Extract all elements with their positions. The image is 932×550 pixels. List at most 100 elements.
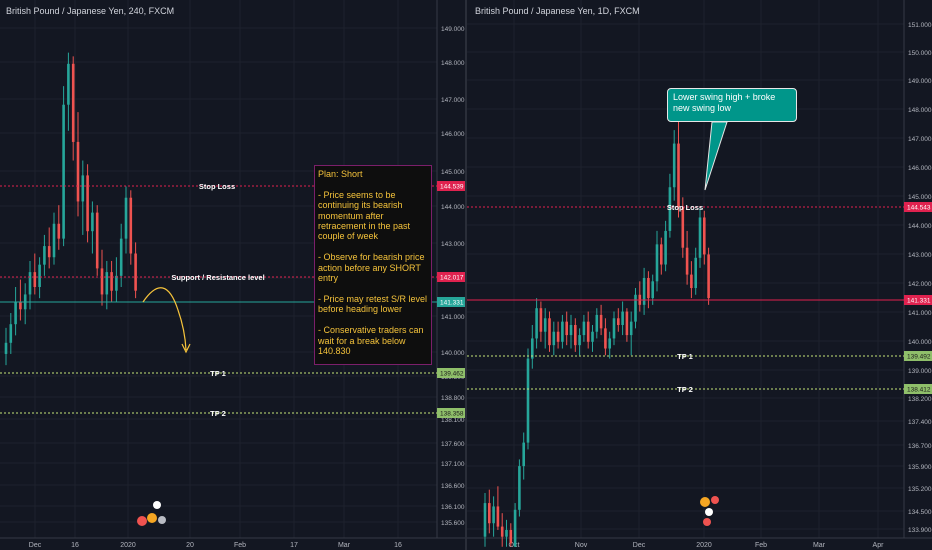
chart-1d-level-tag bbox=[904, 202, 932, 212]
chart-1d-price-tick-label: 140.000 bbox=[908, 339, 932, 346]
chart-240-level-tag-text: 144.539 bbox=[440, 184, 464, 191]
chart-1d-candle-body bbox=[642, 277, 646, 305]
trade-plan-note[interactable]: Plan: Short - Price seems to be continui… bbox=[314, 165, 432, 365]
chart-1d-candle-body bbox=[552, 331, 556, 346]
chart-240-candle-body bbox=[95, 212, 99, 269]
chart-1d-candle-body bbox=[531, 338, 534, 359]
chart-240-price-tick-label: 141.000 bbox=[441, 314, 465, 321]
chart-1d-candle-body bbox=[625, 311, 629, 336]
chart-240-candle-body bbox=[28, 272, 32, 295]
chart-1d-candle-body bbox=[660, 244, 663, 265]
chart-pane-240[interactable]: 149.000 148.000 147.000 146.000 145.000 144.0… bbox=[0, 0, 465, 550]
chart-240-price-tick-label: 138.100 bbox=[441, 417, 465, 424]
chart-240-candle-body bbox=[33, 272, 37, 287]
chart-240-candle-body bbox=[110, 272, 113, 291]
chart-1d-price-tick-label: 135.200 bbox=[908, 486, 932, 493]
chart-240-level-tag bbox=[437, 181, 465, 191]
chart-240-date-tick-label: 16 bbox=[394, 542, 402, 549]
chart-240-candle-body bbox=[52, 223, 56, 258]
chart-1d-level-tag-text: 138.412 bbox=[907, 387, 931, 394]
chart-1d-candle-body bbox=[612, 318, 616, 339]
chart-1d-candle-body bbox=[578, 335, 581, 346]
chart-240-level-tag-text: 138.358 bbox=[440, 411, 464, 418]
chart-1d-svg[interactable]: 151.000 150.000 149.000 148.000 147.000 146.0… bbox=[467, 0, 932, 550]
chart-1d-candle-body bbox=[694, 257, 697, 289]
event-marker-icon bbox=[711, 496, 719, 504]
chart-1d-candle-body bbox=[513, 509, 517, 547]
chart-1d-candle-body bbox=[591, 331, 594, 342]
chart-1d-candle-body bbox=[565, 321, 568, 336]
chart-1d-candle-body bbox=[651, 281, 654, 299]
chart-1d-candle-body bbox=[621, 311, 624, 325]
chart-1d-candle-body bbox=[522, 442, 525, 467]
chart-1d-candle-body bbox=[526, 358, 530, 443]
chart-1d-candle-body bbox=[604, 328, 607, 349]
chart-1d-candle-body bbox=[561, 321, 564, 342]
chart-240-level-label: TP 2 bbox=[210, 409, 226, 418]
chart-240-date-tick-label: Mar bbox=[338, 542, 351, 549]
chart-1d-price-tick-label: 133.900 bbox=[908, 527, 932, 534]
chart-title-1d: British Pound / Japanese Yen, 1D, FXCM bbox=[475, 6, 640, 16]
chart-240-candle-body bbox=[115, 275, 118, 291]
chart-1d-price-tick-label: 134.500 bbox=[908, 509, 932, 516]
chart-240-date-tick-label: 17 bbox=[290, 542, 298, 549]
chart-240-price-tick-label: 145.000 bbox=[441, 169, 465, 176]
chart-240-candle-body bbox=[38, 264, 41, 287]
pane-divider[interactable] bbox=[465, 0, 467, 550]
chart-240-price-tick-label: 136.100 bbox=[441, 504, 465, 511]
chart-1d-candle-body bbox=[672, 143, 676, 188]
chart-1d-price-tick-label: 136.700 bbox=[908, 443, 932, 450]
callout-note[interactable]: Lower swing high + broke new swing low bbox=[667, 88, 797, 122]
chart-1d-candle-body bbox=[500, 526, 504, 537]
chart-1d-price-tick-label: 150.000 bbox=[908, 50, 932, 57]
chart-240-price-tick-label: 149.000 bbox=[441, 26, 465, 33]
chart-240-level-tag bbox=[437, 408, 465, 418]
chart-pane-1d[interactable]: 151.000 150.000 149.000 148.000 147.000 146.0… bbox=[467, 0, 932, 550]
chart-240-candle-body bbox=[57, 223, 61, 239]
chart-240-candle-body bbox=[9, 324, 13, 343]
chart-240-candle-body bbox=[124, 197, 128, 239]
chart-1d-candle-body bbox=[492, 506, 495, 524]
chart-240-candle-body bbox=[86, 175, 89, 232]
chart-240-level-tag bbox=[437, 297, 465, 307]
chart-title-240: British Pound / Japanese Yen, 240, FXCM bbox=[6, 6, 175, 16]
chart-240-date-tick-label: Feb bbox=[234, 542, 246, 549]
chart-240-candle-body bbox=[4, 342, 8, 354]
chart-240-level-label: TP 1 bbox=[210, 369, 226, 378]
event-marker-icon bbox=[705, 508, 713, 516]
chart-1d-price-tick-label: 138.200 bbox=[908, 396, 932, 403]
chart-1d-date-tick-label: 2020 bbox=[696, 542, 712, 549]
chart-1d-candle-body bbox=[548, 318, 551, 346]
chart-240-price-tick-label: 138.800 bbox=[441, 395, 465, 402]
event-marker-icon bbox=[153, 501, 161, 509]
chart-1d-candle-body bbox=[634, 294, 637, 322]
chart-240-candle-body bbox=[81, 175, 85, 202]
chart-240-candle-body bbox=[47, 246, 51, 258]
chart-1d-price-axis bbox=[904, 0, 932, 550]
chart-240-svg[interactable]: 149.000 148.000 147.000 146.000 145.000 144.0… bbox=[0, 0, 465, 550]
chart-240-candle-body bbox=[100, 268, 104, 295]
event-marker-icon bbox=[703, 518, 711, 526]
chart-240-candle-body bbox=[91, 212, 94, 232]
chart-1d-level-tag-text: 141.331 bbox=[907, 298, 931, 305]
chart-240-price-tick-label: 135.600 bbox=[441, 520, 465, 527]
chart-1d-level-label: Stop Loss bbox=[667, 203, 703, 212]
chart-1d-candle-body bbox=[698, 217, 702, 258]
chart-1d-level-tag bbox=[904, 295, 932, 305]
chart-240-price-tick-label: 137.100 bbox=[441, 461, 465, 468]
chart-1d-candle-body bbox=[488, 503, 491, 524]
event-marker-icon bbox=[137, 516, 147, 526]
chart-1d-candle-body bbox=[655, 244, 659, 282]
chart-240-date-tick-label: 2020 bbox=[120, 542, 136, 549]
chart-1d-level-label: TP 2 bbox=[677, 385, 693, 394]
chart-1d-price-tick-label: 148.000 bbox=[908, 107, 932, 114]
chart-1d-candle-body bbox=[690, 274, 693, 289]
chart-1d-level-label: TP 1 bbox=[677, 352, 693, 361]
chart-1d-candle-body bbox=[543, 318, 547, 332]
chart-240-candle-body bbox=[76, 141, 80, 202]
chart-1d-candle-body bbox=[599, 314, 603, 329]
chart-1d-candle-body bbox=[629, 321, 633, 336]
chart-240-date-tick-label: 20 bbox=[186, 542, 194, 549]
chart-240-candle-body bbox=[62, 104, 65, 239]
projection-arrow-path bbox=[142, 287, 187, 351]
